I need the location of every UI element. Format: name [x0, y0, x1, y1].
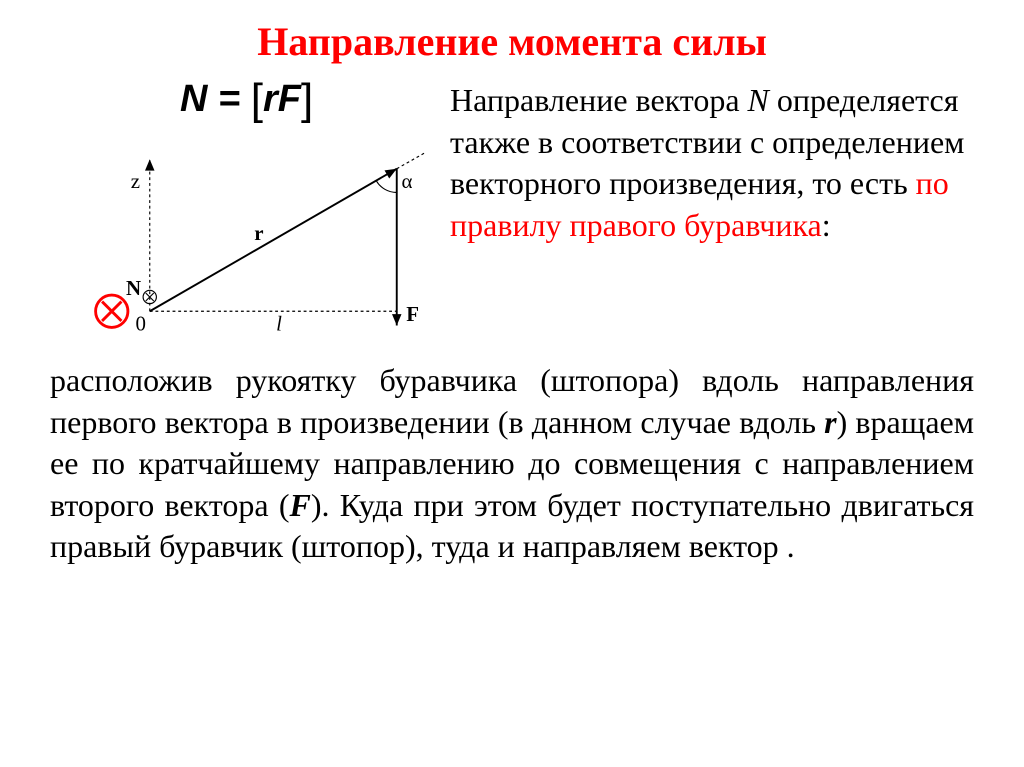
bp-F: F	[289, 487, 310, 523]
body-paragraph: расположив рукоятку буравчика (штопора) …	[50, 360, 974, 568]
svg-text:N: N	[126, 276, 141, 300]
svg-text:0: 0	[136, 311, 146, 335]
formula-lhs: N =	[180, 78, 240, 120]
rp-t3: :	[822, 207, 831, 243]
svg-text:α: α	[402, 169, 413, 193]
upper-section: N = [rF] z r α F N 0 l Направление вектора N о…	[50, 75, 974, 350]
rp-N: N	[748, 82, 769, 118]
formula: N = [rF]	[180, 75, 430, 125]
left-column: N = [rF] z r α F N 0 l	[50, 75, 430, 350]
svg-text:r: r	[254, 221, 263, 245]
slide-title: Направление момента силы	[50, 18, 974, 65]
right-paragraph: Направление вектора N определяется также…	[450, 75, 974, 246]
formula-open-bracket: [	[251, 75, 263, 124]
rp-t1: Направление вектора	[450, 82, 748, 118]
svg-text:l: l	[276, 311, 282, 335]
diagram: z r α F N 0 l	[50, 130, 430, 350]
formula-close-bracket: ]	[301, 75, 313, 124]
svg-text:z: z	[131, 169, 140, 193]
svg-text:F: F	[406, 302, 419, 326]
bp-r: r	[824, 404, 836, 440]
formula-rhs: rF	[263, 78, 301, 120]
